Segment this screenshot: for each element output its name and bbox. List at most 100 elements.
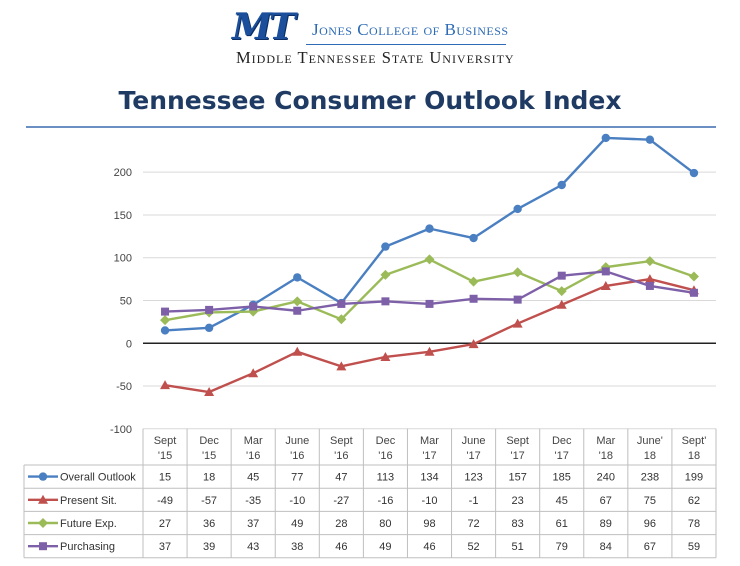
x-category-label-line2: 18 xyxy=(688,450,700,462)
x-category-label-line2: '17 xyxy=(422,450,436,462)
data-point xyxy=(688,271,699,282)
series-line xyxy=(164,277,695,394)
data-table-value: 83 xyxy=(512,518,524,530)
data-point xyxy=(512,318,523,328)
data-table-value: 77 xyxy=(291,472,303,484)
data-table-value: 80 xyxy=(379,518,391,530)
x-category-label-line2: '17 xyxy=(555,450,569,462)
data-table-value: 36 xyxy=(203,518,215,530)
data-point xyxy=(645,135,655,144)
data-table-value: 45 xyxy=(247,472,259,484)
data-point xyxy=(468,276,479,287)
college-name: Jones College of Business xyxy=(312,20,509,39)
data-point xyxy=(204,323,214,333)
data-table-value: 89 xyxy=(600,518,612,530)
data-point xyxy=(160,315,171,326)
data-table-value: -27 xyxy=(333,495,349,507)
x-category-label: Sept' xyxy=(682,435,707,447)
y-tick-label: 0 xyxy=(126,338,132,350)
x-category-label: Mar xyxy=(596,435,615,447)
data-table-value: 43 xyxy=(247,541,259,553)
series-line xyxy=(164,258,695,322)
x-category-label-line2: '15 xyxy=(158,450,172,462)
legend-key-marker xyxy=(38,518,48,528)
data-point xyxy=(292,346,303,356)
y-tick-label: 50 xyxy=(120,295,132,307)
title-divider xyxy=(26,126,716,128)
data-point xyxy=(292,296,303,307)
data-table-value: 98 xyxy=(423,518,435,530)
data-point xyxy=(380,269,391,280)
y-tick-label: -100 xyxy=(110,424,132,436)
data-table-value: 199 xyxy=(685,472,703,484)
x-category-label: June xyxy=(462,435,486,447)
data-point xyxy=(600,280,611,290)
x-category-label: Sept xyxy=(154,435,177,447)
data-table-value: 47 xyxy=(335,472,347,484)
mt-logo-mark: MT xyxy=(232,6,296,48)
data-point xyxy=(249,302,258,311)
x-category-label-line2: '16 xyxy=(334,450,348,462)
data-table-value: 113 xyxy=(377,472,395,484)
data-point xyxy=(689,288,698,297)
data-table-value: 67 xyxy=(600,495,612,507)
data-table-value: 46 xyxy=(423,541,435,553)
data-table-value: 79 xyxy=(556,541,568,553)
x-category-label: Dec xyxy=(552,435,572,447)
x-category-label: Sept xyxy=(506,435,529,447)
x-category-label: Mar xyxy=(244,435,263,447)
legend-key-marker xyxy=(38,472,48,481)
y-tick-label: 100 xyxy=(114,253,132,265)
legend-key-marker xyxy=(38,494,48,504)
data-point xyxy=(293,306,302,315)
data-point xyxy=(425,299,434,308)
legend-key-marker xyxy=(39,542,47,551)
data-table-value: -1 xyxy=(469,495,479,507)
data-point xyxy=(644,274,655,284)
data-table-value: 157 xyxy=(508,472,526,484)
x-category-label-line2: '17 xyxy=(510,450,524,462)
x-category-label-line2: '16 xyxy=(378,450,392,462)
x-category-label: Dec xyxy=(376,435,396,447)
data-point xyxy=(556,299,567,309)
x-category-label: Dec xyxy=(199,435,219,447)
x-category-label-line2: '16 xyxy=(290,450,304,462)
data-point xyxy=(424,254,435,265)
x-category-label-line2: '18 xyxy=(599,450,613,462)
logo-divider xyxy=(306,44,506,45)
data-table-value: 75 xyxy=(644,495,656,507)
y-tick-label: 200 xyxy=(114,167,132,179)
data-table-value: 46 xyxy=(335,541,347,553)
data-point xyxy=(512,267,523,278)
data-point xyxy=(601,267,610,276)
legend-entry: Overall Outlook xyxy=(60,472,136,484)
data-point xyxy=(513,295,522,304)
data-point xyxy=(644,256,655,267)
data-point xyxy=(336,361,347,371)
data-table-value: 49 xyxy=(379,541,391,553)
data-point xyxy=(425,224,434,233)
data-table-value: 61 xyxy=(556,518,568,530)
data-table-value: 134 xyxy=(420,472,438,484)
university-name: Middle Tennessee State University xyxy=(236,48,515,67)
data-point xyxy=(204,387,215,397)
legend-entry: Future Exp. xyxy=(60,518,117,530)
x-category-label: June' xyxy=(637,435,663,447)
data-point xyxy=(336,314,347,325)
data-point xyxy=(160,326,170,335)
data-table-value: 96 xyxy=(644,518,656,530)
y-tick-label: -50 xyxy=(116,381,132,393)
data-table-value: 240 xyxy=(597,472,615,484)
data-table-value: -57 xyxy=(201,495,217,507)
data-point xyxy=(557,180,566,190)
data-table-value: 39 xyxy=(203,541,215,553)
data-table-value: 18 xyxy=(203,472,215,484)
data-point xyxy=(381,297,390,306)
data-table-value: 72 xyxy=(467,518,479,530)
x-category-label-line2: 18 xyxy=(644,450,656,462)
data-table-value: 37 xyxy=(247,518,259,530)
data-point xyxy=(293,273,302,282)
data-point xyxy=(205,305,214,314)
data-point xyxy=(380,351,391,361)
